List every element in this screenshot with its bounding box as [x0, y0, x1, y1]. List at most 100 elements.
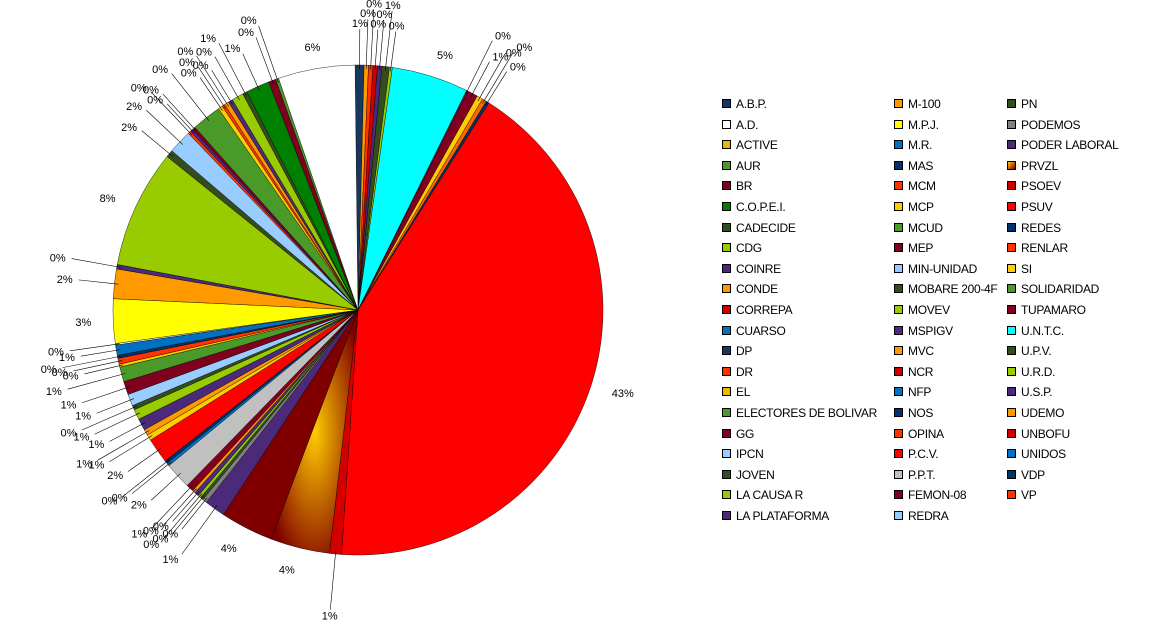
slice-label-21: 0% — [153, 521, 169, 533]
leader-line-24 — [151, 472, 181, 501]
leader-line-28 — [109, 435, 153, 462]
legend-swatch — [1007, 243, 1016, 253]
legend-swatch — [722, 160, 731, 170]
slice-label-22: 0% — [143, 525, 159, 537]
legend-label: CORREPA — [736, 303, 793, 317]
legend-label: SOLIDARIDAD — [1021, 282, 1100, 297]
legend-swatch — [1007, 346, 1016, 356]
slice-label-35: 1% — [46, 386, 62, 398]
leader-line-23 — [151, 485, 193, 530]
leader-line-10 — [477, 57, 504, 102]
legend-label: REDRA — [908, 509, 949, 523]
pie-leader-lines — [62, 9, 514, 610]
legend-swatch — [722, 469, 731, 479]
legend-label: TUPAMARO — [1021, 303, 1086, 317]
legend-label: MIN-UNIDAD — [908, 261, 977, 276]
leader-line-42 — [78, 279, 119, 285]
legend-swatch — [894, 346, 903, 356]
leader-line-29 — [97, 430, 150, 461]
legend-label: IPCN — [736, 447, 764, 462]
slice-label-40: 0% — [48, 347, 64, 359]
slice-label-13: 43% — [612, 388, 634, 400]
slice-label-49: 0% — [143, 85, 159, 97]
slice-label-3: 0% — [370, 19, 386, 31]
leader-line-19 — [172, 495, 205, 535]
legend-label: UDEMO — [1021, 406, 1065, 420]
legend-swatch — [722, 366, 731, 376]
legend-swatch — [1007, 263, 1016, 273]
slice-label-32: 0% — [61, 427, 77, 439]
pie-slices — [112, 64, 604, 556]
legend-label: MAS — [908, 158, 934, 173]
legend-label: U.N.T.C. — [1021, 323, 1064, 338]
slice-label-27: 2% — [107, 470, 123, 482]
legend-swatch — [894, 181, 903, 191]
chart-legend: A.B.P. A.D. ACTIVE AUR BR C.O.P.E.I. CADECIDE C… — [722, 96, 1142, 536]
leader-line-6 — [390, 31, 397, 72]
slice-label-47: 0% — [131, 82, 147, 94]
slice-label-33: 1% — [75, 410, 91, 422]
slice-label-50: 0% — [152, 64, 168, 76]
legend-swatch — [894, 140, 903, 150]
slice-label-0: 1% — [352, 18, 368, 30]
leader-line-50 — [171, 73, 210, 121]
legend-swatch — [1007, 469, 1016, 479]
legend-swatch — [1007, 490, 1016, 500]
legend-label: CADECIDE — [736, 220, 796, 235]
legend-label: A.B.P. — [736, 97, 767, 111]
legend-swatch — [894, 428, 903, 438]
legend-swatch — [894, 490, 903, 500]
legend-swatch — [722, 490, 731, 500]
leader-line-31 — [94, 412, 141, 435]
legend-swatch — [1007, 325, 1016, 335]
legend-swatch — [722, 181, 731, 191]
legend-label: PSOEV — [1021, 179, 1061, 194]
legend-swatch — [894, 202, 903, 211]
slice-label-55: 0% — [196, 46, 212, 58]
legend-label: PRVZL — [1021, 158, 1058, 173]
legend-label: MEP — [908, 241, 934, 256]
legend-label: CONDE — [736, 282, 778, 297]
legend-label: MOVEV — [908, 303, 950, 317]
leader-line-32 — [81, 405, 138, 431]
legend-label: MOBARE 200-4F — [908, 282, 998, 297]
pie-slice-13 — [341, 102, 604, 556]
legend-swatch — [894, 449, 903, 459]
legend-swatch — [894, 99, 903, 108]
legend-label: CUARSO — [736, 323, 786, 338]
legend-label: A.D. — [736, 117, 759, 132]
legend-label: U.R.D. — [1021, 364, 1056, 379]
slice-label-9: 1% — [492, 51, 508, 63]
slice-label-5: 1% — [385, 0, 401, 12]
slice-label-28: 1% — [89, 460, 105, 472]
legend-swatch — [722, 222, 731, 232]
leader-line-25 — [132, 461, 172, 494]
slice-label-58: 0% — [238, 27, 254, 39]
legend-swatch — [894, 305, 903, 314]
leader-line-48 — [166, 103, 195, 134]
leader-line-27 — [127, 448, 161, 472]
legend-label: MSPIGV — [908, 323, 953, 338]
slice-label-25: 0% — [112, 492, 128, 504]
legend-label: SI — [1021, 261, 1032, 276]
slice-label-51: 0% — [181, 68, 197, 80]
legend-swatch — [722, 346, 731, 356]
leader-line-22 — [162, 488, 197, 527]
slice-label-31: 1% — [73, 432, 89, 444]
legend-label: MVC — [908, 344, 934, 359]
legend-label: EL — [736, 385, 751, 400]
slice-label-56: 1% — [200, 33, 216, 45]
legend-swatch — [722, 202, 731, 211]
legend-swatch — [722, 284, 731, 294]
leader-line-38 — [62, 355, 122, 368]
slice-label-41: 3% — [75, 317, 91, 329]
slice-label-57: 1% — [224, 43, 240, 55]
legend-label: VDP — [1021, 467, 1045, 482]
legend-label: NCR — [908, 364, 934, 379]
slice-label-45: 2% — [121, 122, 137, 134]
slice-label-52: 0% — [179, 57, 195, 69]
legend-swatch — [894, 263, 903, 273]
legend-swatch — [722, 408, 731, 417]
leader-line-1 — [365, 19, 369, 70]
leader-line-5 — [385, 10, 393, 71]
